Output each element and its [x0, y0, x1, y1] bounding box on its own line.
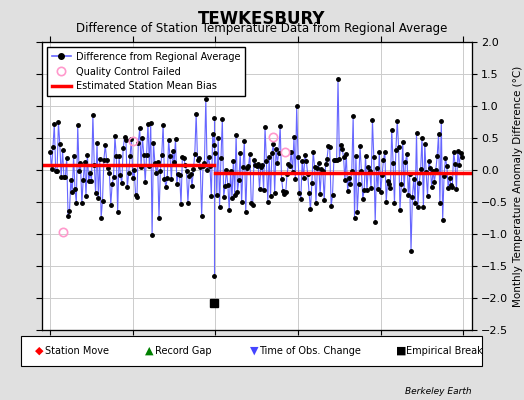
Text: ▼: ▼: [250, 346, 258, 356]
Text: Empirical Break: Empirical Break: [406, 346, 483, 356]
Text: Berkeley Earth: Berkeley Earth: [405, 387, 472, 396]
Legend: Difference from Regional Average, Quality Control Failed, Estimated Station Mean: Difference from Regional Average, Qualit…: [47, 47, 245, 96]
Text: Station Move: Station Move: [45, 346, 108, 356]
Y-axis label: Monthly Temperature Anomaly Difference (°C): Monthly Temperature Anomaly Difference (…: [512, 65, 522, 307]
Text: ■: ■: [396, 346, 406, 356]
Text: ▲: ▲: [145, 346, 154, 356]
Text: Difference of Station Temperature Data from Regional Average: Difference of Station Temperature Data f…: [77, 22, 447, 35]
Text: ◆: ◆: [35, 346, 43, 356]
Text: Time of Obs. Change: Time of Obs. Change: [259, 346, 361, 356]
Text: Record Gap: Record Gap: [155, 346, 211, 356]
Text: TEWKESBURY: TEWKESBURY: [198, 10, 326, 28]
